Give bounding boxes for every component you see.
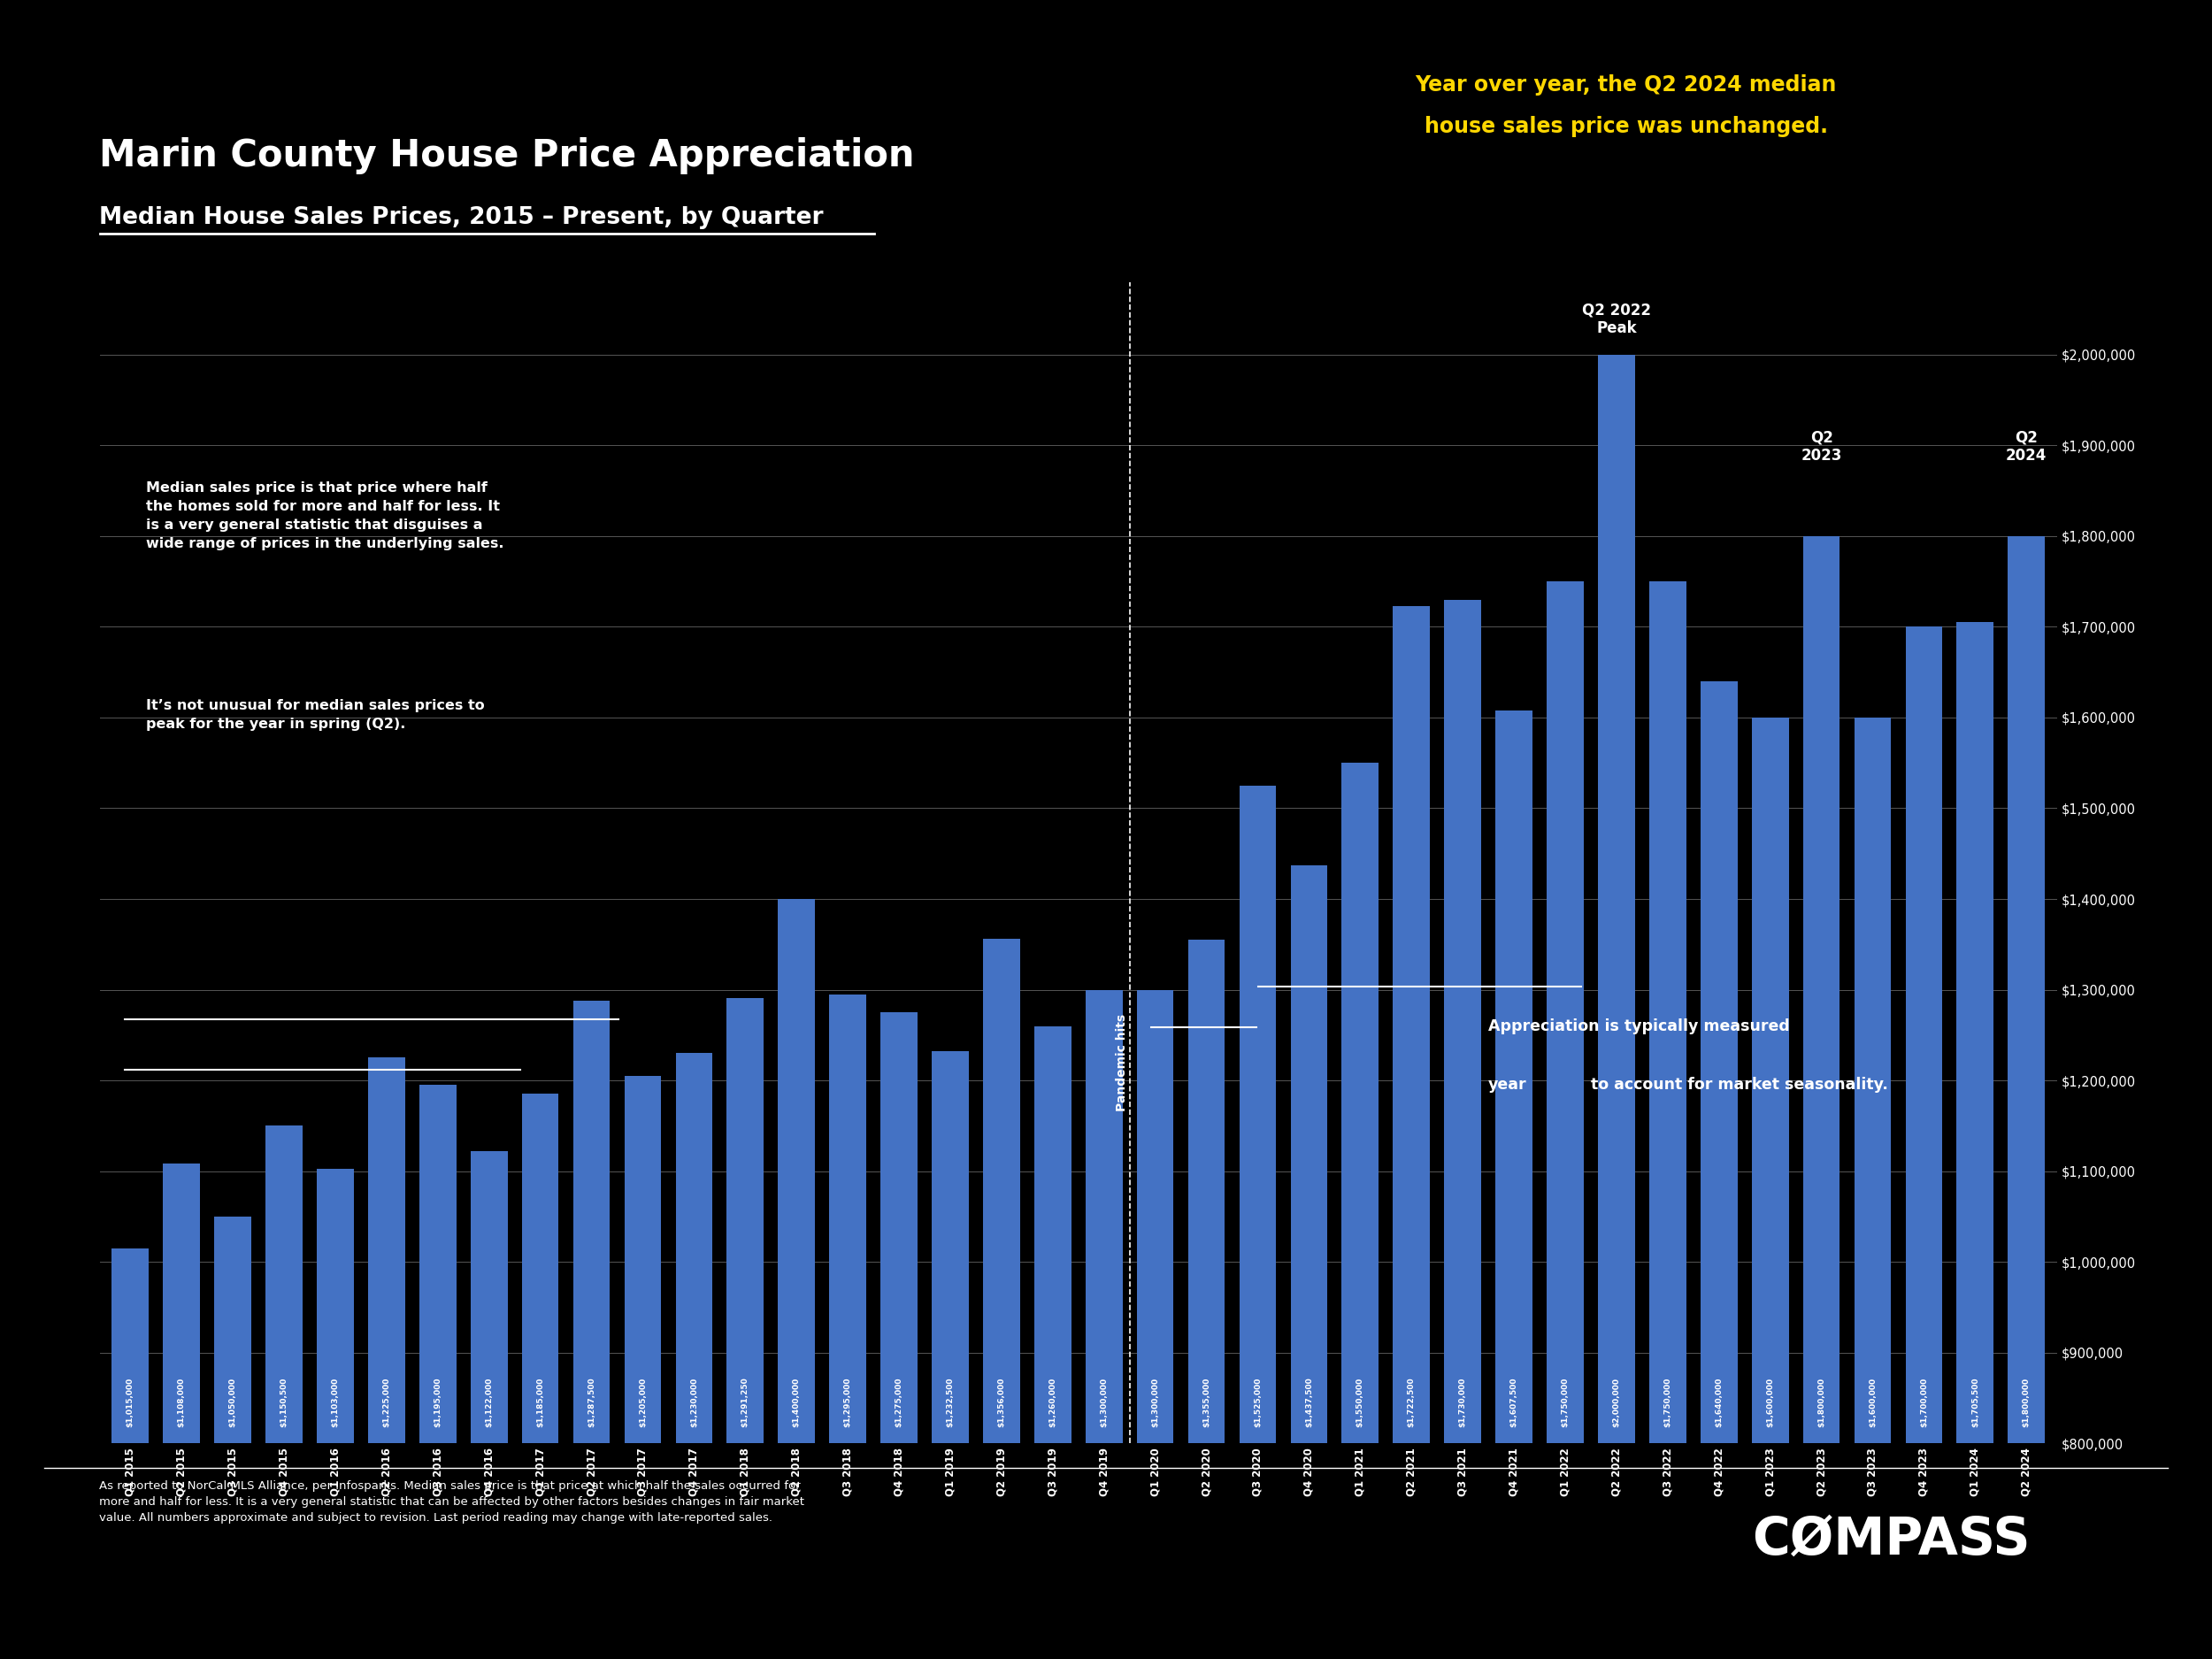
Bar: [1444, 599, 1482, 1659]
Bar: [1752, 717, 1790, 1659]
Bar: [1239, 786, 1276, 1659]
Bar: [728, 997, 763, 1659]
Text: CØMPASS: CØMPASS: [1752, 1515, 2031, 1564]
Bar: [1597, 355, 1635, 1659]
Text: $1,700,000: $1,700,000: [1920, 1377, 1929, 1427]
Bar: [830, 994, 867, 1659]
Text: Appreciation is typically measured: Appreciation is typically measured: [1489, 1019, 1796, 1034]
Bar: [1854, 717, 1891, 1659]
Text: $1,300,000: $1,300,000: [1150, 1377, 1159, 1427]
Text: As reported to NorCal MLS Alliance, per Infosparks. Median sales price is that p: As reported to NorCal MLS Alliance, per …: [100, 1480, 805, 1523]
Bar: [1803, 536, 1840, 1659]
Bar: [471, 1151, 507, 1659]
Text: $1,103,000: $1,103,000: [332, 1377, 338, 1427]
Text: $1,232,500: $1,232,500: [947, 1377, 953, 1427]
Bar: [215, 1216, 252, 1659]
Text: $1,291,250: $1,291,250: [741, 1377, 750, 1427]
Text: $1,287,500: $1,287,500: [588, 1377, 595, 1427]
Text: $1,195,000: $1,195,000: [434, 1377, 442, 1427]
Bar: [624, 1077, 661, 1659]
Bar: [420, 1085, 456, 1659]
Text: Q2 2022
Peak: Q2 2022 Peak: [1582, 302, 1650, 337]
Text: $1,730,000: $1,730,000: [1458, 1377, 1467, 1427]
Bar: [1290, 864, 1327, 1659]
Text: $1,050,000: $1,050,000: [228, 1377, 237, 1427]
Text: Q2
2024: Q2 2024: [2006, 430, 2046, 463]
Text: $1,355,000: $1,355,000: [1203, 1377, 1210, 1427]
Text: $1,640,000: $1,640,000: [1714, 1377, 1723, 1427]
Text: $1,705,500: $1,705,500: [1971, 1377, 1980, 1427]
Text: $1,750,000: $1,750,000: [1663, 1377, 1672, 1427]
Text: year: year: [1489, 1077, 1526, 1093]
Bar: [675, 1053, 712, 1659]
Bar: [1546, 581, 1584, 1659]
Bar: [367, 1058, 405, 1659]
Text: $1,275,000: $1,275,000: [896, 1377, 902, 1427]
Bar: [1905, 627, 1942, 1659]
Text: $1,230,000: $1,230,000: [690, 1377, 699, 1427]
Bar: [1137, 990, 1175, 1659]
Text: Q2
2023: Q2 2023: [1801, 430, 1843, 463]
Text: $1,525,000: $1,525,000: [1254, 1377, 1261, 1427]
Bar: [265, 1125, 303, 1659]
Bar: [1394, 607, 1429, 1659]
Text: Marin County House Price Appreciation: Marin County House Price Appreciation: [100, 138, 916, 174]
Text: Median House Sales Prices, 2015 – Present, by Quarter: Median House Sales Prices, 2015 – Presen…: [100, 206, 823, 229]
Text: $1,607,500: $1,607,500: [1511, 1377, 1517, 1427]
Bar: [573, 1000, 611, 1659]
Bar: [1650, 581, 1686, 1659]
Text: Pandemic hits: Pandemic hits: [1115, 1014, 1128, 1112]
Bar: [164, 1165, 199, 1659]
Text: $2,000,000: $2,000,000: [1613, 1377, 1621, 1427]
Bar: [316, 1168, 354, 1659]
Text: $1,600,000: $1,600,000: [1765, 1377, 1774, 1427]
Text: $1,108,000: $1,108,000: [177, 1377, 186, 1427]
Text: $1,800,000: $1,800,000: [2022, 1377, 2031, 1427]
Bar: [982, 939, 1020, 1659]
Bar: [880, 1012, 918, 1659]
Text: $1,015,000: $1,015,000: [126, 1377, 135, 1427]
Bar: [1343, 763, 1378, 1659]
Bar: [113, 1248, 148, 1659]
Text: $1,437,500: $1,437,500: [1305, 1377, 1314, 1427]
Text: $1,356,000: $1,356,000: [998, 1377, 1006, 1427]
Text: $1,400,000: $1,400,000: [792, 1377, 801, 1427]
Text: $1,205,000: $1,205,000: [639, 1377, 646, 1427]
Bar: [779, 899, 814, 1659]
Text: $1,295,000: $1,295,000: [843, 1377, 852, 1427]
Text: Year over year, the Q2 2024 median: Year over year, the Q2 2024 median: [1416, 75, 1836, 96]
Bar: [1188, 939, 1225, 1659]
Text: $1,722,500: $1,722,500: [1407, 1377, 1416, 1427]
Text: Median sales price is that price where half
the homes sold for more and half for: Median sales price is that price where h…: [146, 481, 504, 551]
Bar: [1701, 682, 1736, 1659]
Bar: [931, 1050, 969, 1659]
Bar: [2008, 536, 2044, 1659]
Text: $1,600,000: $1,600,000: [1869, 1377, 1876, 1427]
Text: to account for market seasonality.: to account for market seasonality.: [1586, 1077, 1889, 1093]
Bar: [1958, 622, 1993, 1659]
Text: $1,225,000: $1,225,000: [383, 1377, 392, 1427]
Text: $1,750,000: $1,750,000: [1562, 1377, 1568, 1427]
Bar: [1035, 1025, 1071, 1659]
Text: $1,300,000: $1,300,000: [1099, 1377, 1108, 1427]
Text: house sales price was unchanged.: house sales price was unchanged.: [1425, 116, 1827, 138]
Bar: [522, 1093, 560, 1659]
Bar: [1495, 710, 1533, 1659]
Bar: [1086, 990, 1121, 1659]
Text: $1,260,000: $1,260,000: [1048, 1377, 1057, 1427]
Text: $1,185,000: $1,185,000: [535, 1377, 544, 1427]
Text: $1,550,000: $1,550,000: [1356, 1377, 1365, 1427]
Text: $1,150,500: $1,150,500: [281, 1377, 288, 1427]
Text: $1,122,000: $1,122,000: [484, 1377, 493, 1427]
Text: It’s not unusual for median sales prices to
peak for the year in spring (Q2).: It’s not unusual for median sales prices…: [146, 700, 484, 732]
Text: $1,800,000: $1,800,000: [1818, 1377, 1825, 1427]
